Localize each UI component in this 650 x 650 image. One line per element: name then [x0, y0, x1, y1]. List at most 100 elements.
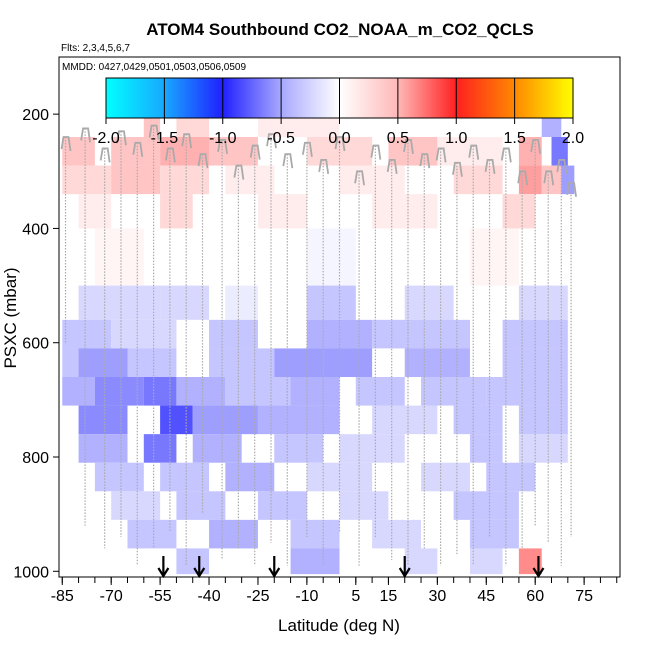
profile-cap [500, 147, 512, 163]
x-tick-label: 30 [428, 588, 446, 605]
heatmap-cell [339, 165, 405, 195]
x-tick-label: -10 [295, 588, 318, 605]
heatmap-cell [209, 137, 258, 166]
y-tick-label: 800 [22, 450, 49, 467]
heatmap-cell [78, 194, 112, 229]
profile-cap [566, 181, 577, 197]
heatmap-cell [127, 348, 177, 377]
heatmap-cell [78, 434, 128, 463]
heatmap-cell [62, 319, 112, 349]
profile-cap [354, 170, 365, 186]
heatmap-cell [306, 285, 356, 320]
heatmap-cell [518, 405, 568, 435]
heatmap-cell [372, 405, 438, 435]
heatmap-cell [209, 519, 258, 549]
profile-cap [217, 138, 228, 154]
heatmap-cell [421, 377, 487, 406]
heatmap-cell [290, 548, 340, 575]
x-tick-label: -25 [246, 588, 269, 605]
profile-cap [435, 147, 447, 163]
profile-cap [249, 144, 261, 160]
profile-cap [543, 170, 555, 186]
profile-cap [282, 153, 294, 169]
colorbar-tick-label: -2.0 [92, 130, 120, 147]
x-tick-label: -40 [197, 588, 220, 605]
heatmap-cell [209, 348, 275, 377]
x-tick-label: 5 [351, 588, 360, 605]
heatmap-cell [78, 285, 161, 320]
heatmap-cell [257, 491, 307, 520]
heatmap-cell [257, 194, 307, 229]
y-tick-label: 1000 [13, 564, 49, 581]
heatmap-cell [78, 405, 128, 435]
arrow-head [398, 567, 411, 579]
x-tick-label: 75 [575, 588, 593, 605]
profile-cap [181, 133, 193, 149]
heatmap-cell [290, 519, 340, 549]
heatmap-cell [274, 348, 324, 377]
colorbar-tick-label: 2.0 [562, 130, 584, 147]
chart-title: ATOM4 Southbound CO2_NOAA_m_CO2_QCLS [146, 20, 534, 39]
profile-cap [484, 158, 496, 174]
heatmap-cell [469, 519, 519, 549]
heatmap-cell [143, 434, 177, 463]
heatmap-cell [421, 462, 470, 492]
x-tick-label: 45 [477, 588, 495, 605]
heatmap-cell [551, 137, 568, 166]
profile-cap [197, 153, 209, 169]
colorbar-tick-label: -1.5 [151, 130, 179, 147]
profile-cap [132, 141, 144, 157]
heatmap-cell [502, 319, 568, 349]
profile-cap [116, 130, 127, 146]
heatmap-cell [518, 434, 568, 463]
heatmap-cell [160, 165, 210, 195]
heatmap-cell [306, 228, 356, 286]
heatmap-cell [372, 519, 422, 549]
colorbar-tick-label: 1.5 [504, 130, 526, 147]
y-axis-label: PSXC (mbar) [1, 267, 20, 368]
heatmap-cell [176, 491, 226, 520]
colorbar-tick-label: 0.5 [387, 130, 409, 147]
heatmap-cell [225, 462, 275, 492]
heatmap-cell [176, 377, 226, 406]
heatmap-cell [176, 548, 210, 575]
profile-cap [370, 144, 382, 160]
heatmap-cell [290, 377, 340, 406]
heatmap-cell [469, 434, 503, 463]
heatmap-cell [274, 434, 324, 463]
x-tick-label: -85 [51, 588, 74, 605]
x-tick-label: 15 [380, 588, 398, 605]
heatmap-cell [339, 491, 389, 520]
heatmap-cell [339, 434, 405, 463]
heatmap-cell [143, 377, 177, 406]
profile-cap [452, 161, 463, 177]
colorbar: -2.0 -1.5 -1.0 -0.5 0.0 0.5 1.0 1.5 2.0 [92, 77, 584, 147]
heatmap-cell [192, 405, 258, 435]
heatmap-cell [225, 165, 275, 195]
heatmap-cell [111, 491, 161, 520]
colorbar-tick-label: 0.0 [328, 130, 350, 147]
profile-cap [99, 147, 111, 163]
heatmap-cell [518, 285, 568, 320]
profile-cap [530, 138, 542, 154]
heatmap-cell [209, 319, 258, 349]
profile-cap [468, 144, 480, 160]
heatmap-cell [127, 519, 177, 549]
heatmap-cell [453, 491, 519, 520]
arrow-head [268, 567, 281, 579]
heatmap-cell [62, 165, 112, 195]
colorbar-tick-label: -0.5 [267, 130, 295, 147]
heatmap-cell [518, 548, 542, 575]
heatmap-cell [62, 377, 95, 406]
heatmap-cell [372, 194, 438, 229]
heatmap-cell [160, 285, 210, 320]
heatmap-cell [160, 405, 193, 435]
profile-cap [318, 158, 330, 174]
heatmap-cell [355, 377, 405, 406]
heatmap-cell [257, 405, 340, 435]
heatmap-cell [192, 434, 242, 463]
profile-cap [165, 147, 176, 163]
heatmap-cell [94, 228, 144, 286]
profile-cap [517, 170, 529, 186]
